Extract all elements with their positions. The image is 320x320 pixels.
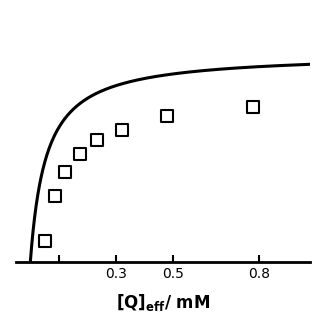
Point [78, 152, 83, 157]
Point [95, 138, 100, 143]
Point [52, 194, 57, 199]
Point [251, 105, 256, 110]
Point [62, 169, 67, 174]
X-axis label: [Q]$_{\mathbf{eff}}$/ mM: [Q]$_{\mathbf{eff}}$/ mM [116, 292, 210, 313]
Point [165, 113, 170, 118]
Point [119, 127, 124, 132]
Point [42, 239, 47, 244]
